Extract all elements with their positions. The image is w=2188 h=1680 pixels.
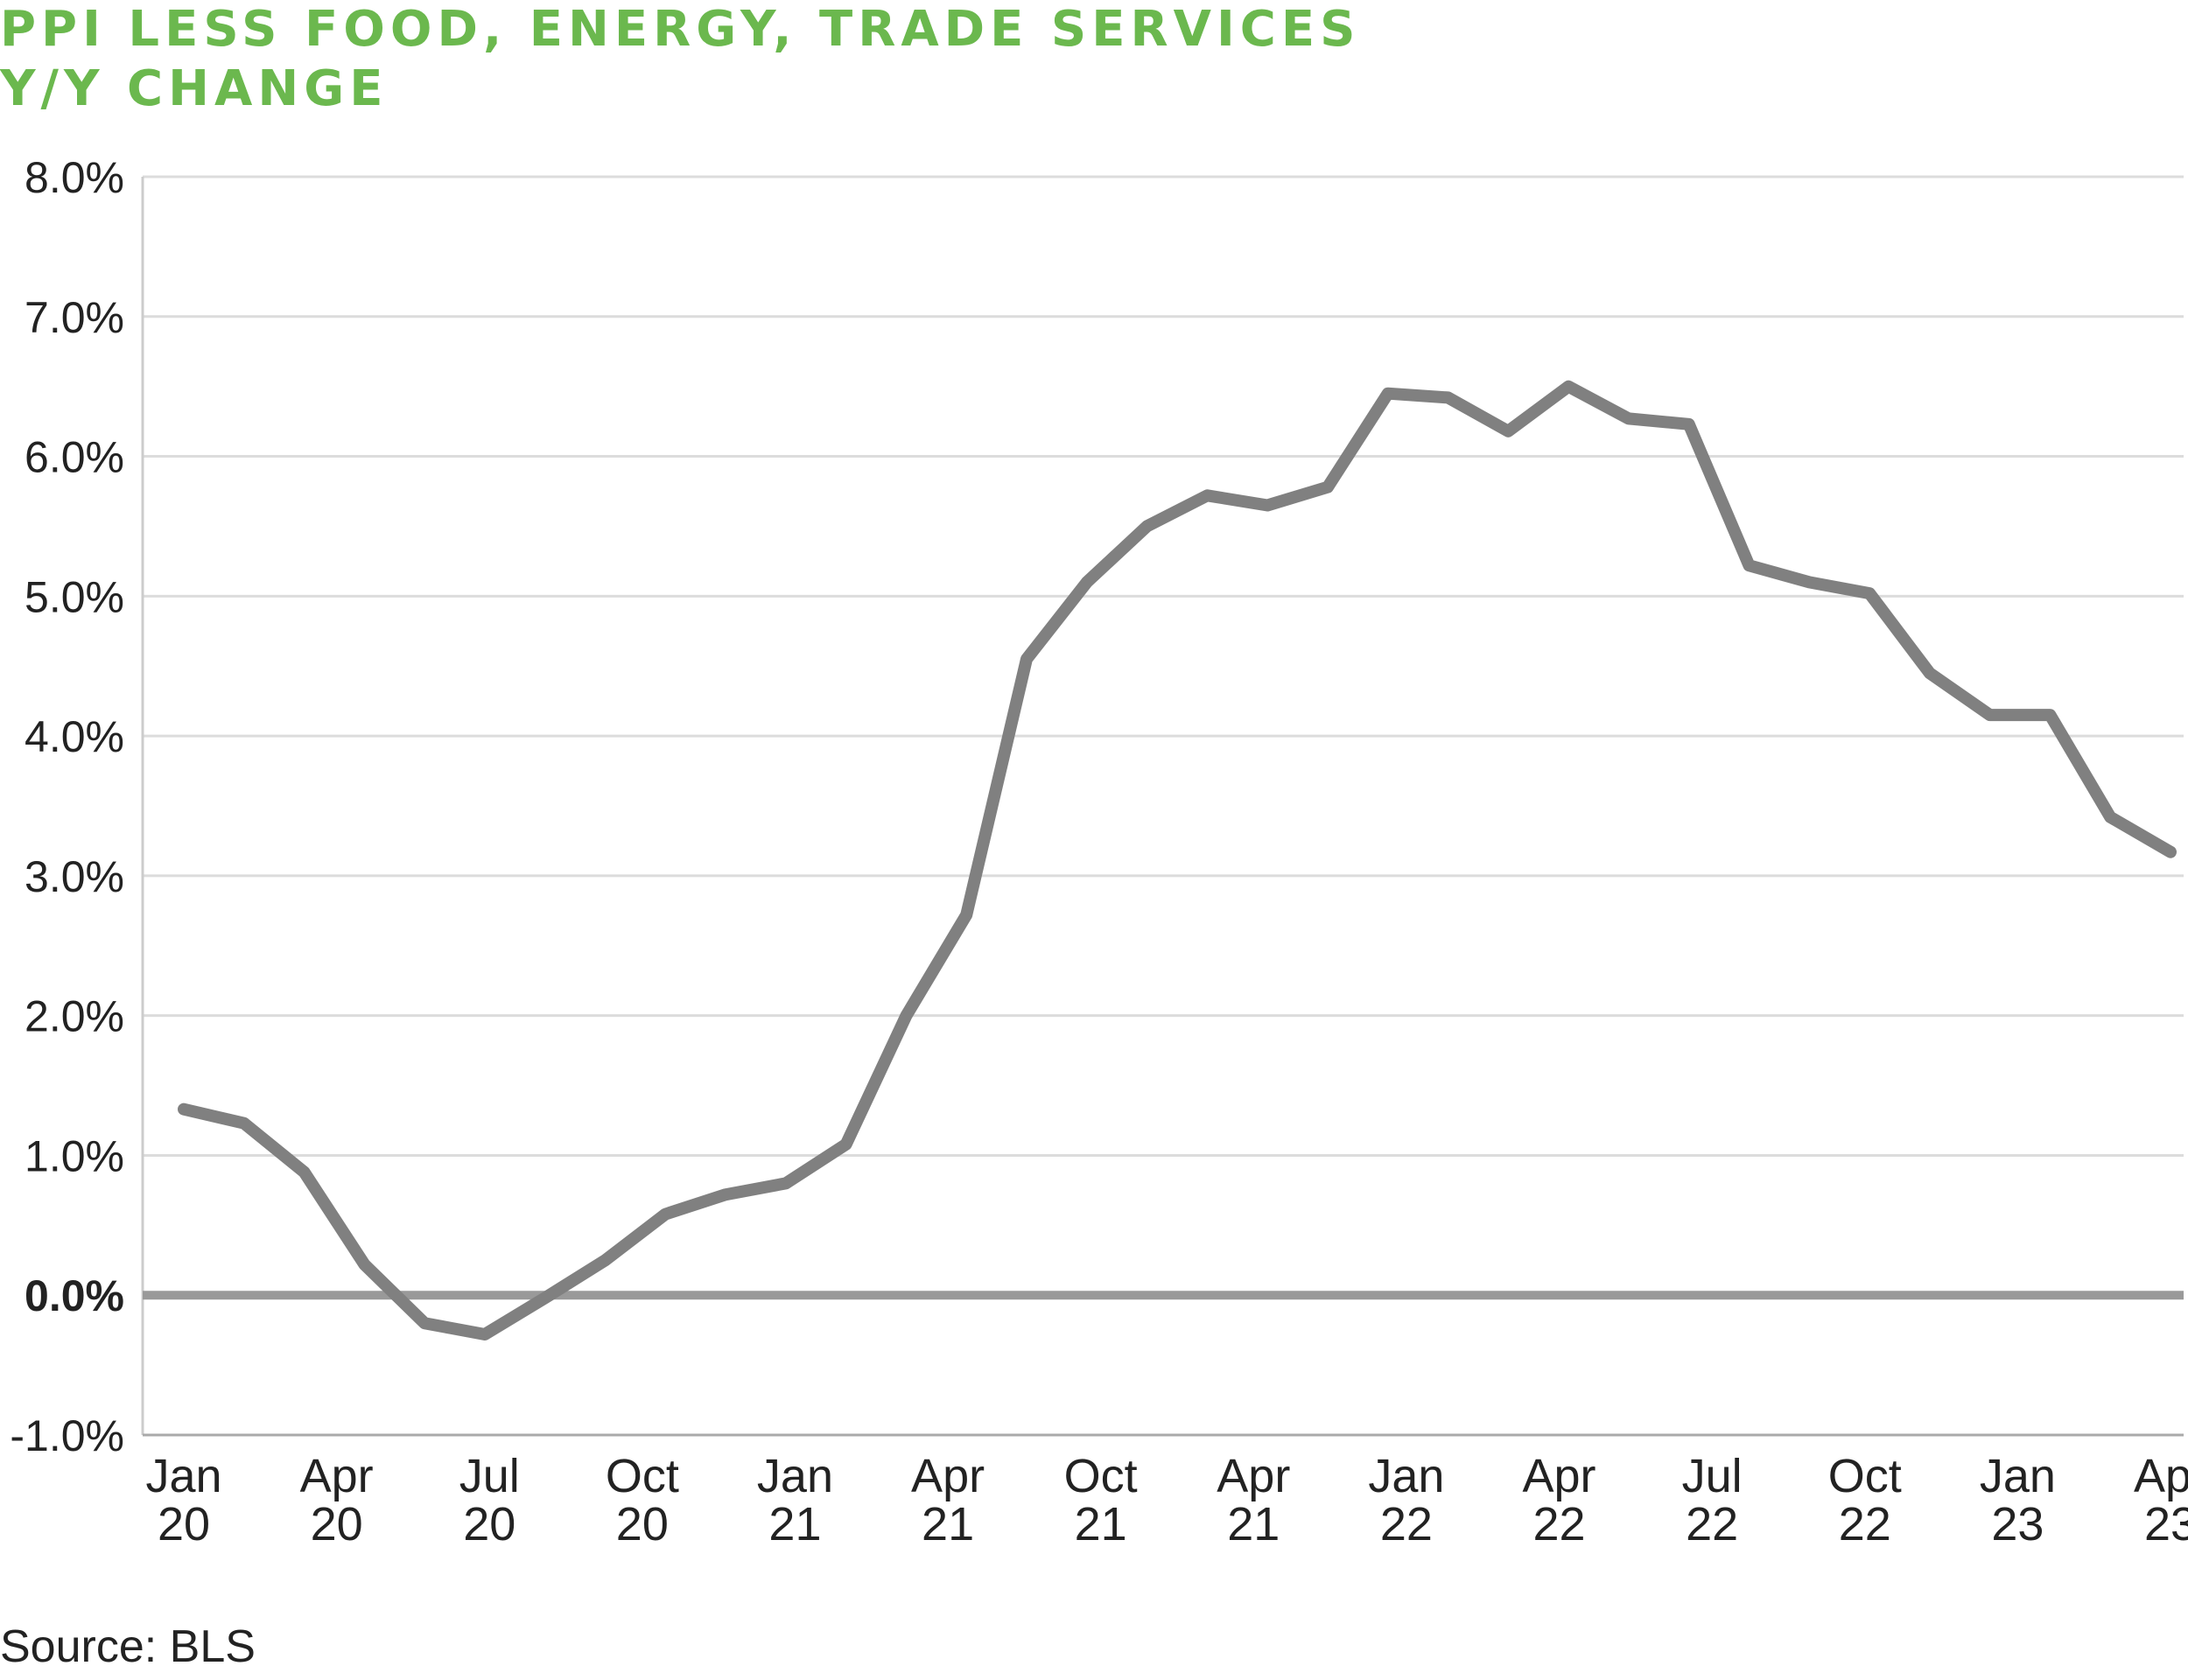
x-tick-label-month: Jan [145, 1450, 221, 1502]
x-tick-label-year: 23 [2144, 1498, 2188, 1550]
x-tick-label-year: 21 [1075, 1498, 1127, 1550]
chart-title: PPI LESS FOOD, ENERGY, TRADE SERVICES Y/… [0, 0, 1360, 119]
x-tick-label-month: Jan [1368, 1450, 1444, 1502]
x-tick-label-month: Apr [2134, 1450, 2188, 1502]
x-tick-label-month: Apr [300, 1450, 374, 1502]
x-tick-label-year: 20 [463, 1498, 515, 1550]
y-tick-label: 0.0% [25, 1271, 124, 1320]
y-tick-label: 3.0% [25, 852, 124, 901]
x-tick-label-month: Apr [911, 1450, 985, 1502]
x-tick-label-year: 21 [922, 1498, 974, 1550]
x-tick-label-year: 22 [1839, 1498, 1891, 1550]
y-tick-label: 1.0% [25, 1131, 124, 1180]
x-tick-label-month: Jan [757, 1450, 833, 1502]
y-tick-label: 8.0% [25, 153, 124, 202]
y-tick-label: -1.0% [10, 1411, 124, 1460]
x-tick-label-month: Oct [606, 1450, 679, 1502]
x-tick-label-month: Jul [459, 1450, 520, 1502]
y-tick-label: 7.0% [25, 293, 124, 342]
x-tick-label-year: 22 [1380, 1498, 1433, 1550]
y-tick-label: 2.0% [25, 992, 124, 1041]
x-tick-label-year: 21 [768, 1498, 821, 1550]
x-tick-label-year: 20 [311, 1498, 363, 1550]
source-note: Source: BLS [0, 1621, 256, 1672]
x-tick-label-year: 21 [1227, 1498, 1280, 1550]
x-tick-label-year: 23 [1991, 1498, 2044, 1550]
x-tick-label-month: Oct [1064, 1450, 1138, 1502]
x-tick-label-year: 20 [158, 1498, 210, 1550]
x-tick-label-year: 22 [1532, 1498, 1585, 1550]
chart-title-line-1: PPI LESS FOOD, ENERGY, TRADE SERVICES [0, 1, 1361, 58]
y-tick-label: 6.0% [25, 433, 124, 482]
x-tick-label-month: Jan [1980, 1450, 2056, 1502]
x-tick-label-month: Apr [1217, 1450, 1290, 1502]
chart-title-line-2: Y/Y CHANGE [0, 60, 389, 117]
x-tick-label-month: Oct [1828, 1450, 1902, 1502]
x-tick-label-year: 22 [1686, 1498, 1738, 1550]
x-tick-label-month: Jul [1682, 1450, 1743, 1502]
y-tick-label: 4.0% [25, 712, 124, 761]
x-tick-label-month: Apr [1523, 1450, 1596, 1502]
x-tick-label-year: 20 [616, 1498, 669, 1550]
series-line [178, 380, 2177, 1340]
y-tick-label: 5.0% [25, 572, 124, 621]
